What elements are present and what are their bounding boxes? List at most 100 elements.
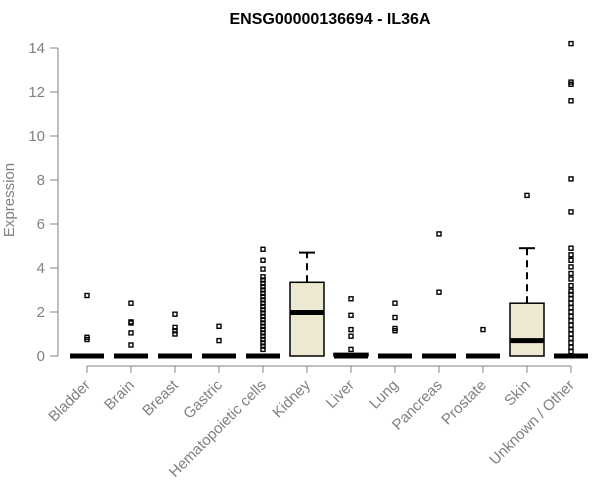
box-liver [333, 296, 369, 359]
outlier-point [348, 326, 354, 333]
box-bladder [70, 292, 104, 359]
box-median [378, 353, 412, 359]
outlier-point [172, 331, 178, 337]
outlier-point [568, 296, 574, 302]
outlier-point [392, 314, 398, 321]
x-tick-label: Prostate [438, 377, 490, 429]
y-tick-label: 8 [37, 172, 45, 189]
box-breast [158, 311, 192, 359]
y-tick-label: 10 [28, 128, 45, 145]
outlier-point [568, 276, 574, 282]
y-tick-label: 6 [37, 216, 45, 233]
outlier-point [172, 328, 178, 334]
outlier-point [568, 331, 574, 337]
box-median [114, 353, 148, 359]
outlier-point [568, 340, 574, 346]
outlier-point [568, 209, 574, 215]
outlier-point [568, 40, 574, 47]
y-tick-label: 0 [37, 348, 45, 365]
outlier-point [568, 257, 574, 263]
x-tick-label: Breast [139, 376, 182, 419]
box-gastric [202, 323, 236, 359]
outlier-point [568, 81, 574, 88]
outlier-point [128, 342, 134, 348]
outlier-point [392, 300, 398, 306]
outlier-point [260, 346, 266, 353]
outlier-point [568, 348, 574, 355]
outlier-point [568, 98, 574, 104]
outlier-point [568, 288, 574, 294]
x-tick-label: Lung [366, 377, 402, 413]
outlier-point [568, 304, 574, 311]
outlier-point [524, 192, 530, 199]
box-kidney [289, 251, 325, 357]
outlier-point [128, 320, 134, 326]
outlier-point [392, 328, 398, 334]
outlier-point [348, 296, 354, 302]
y-axis-label: Expression [1, 163, 18, 237]
y-tick-label: 4 [37, 260, 45, 277]
outlier-point [568, 344, 574, 350]
box-brain [114, 300, 148, 359]
box-median [246, 353, 280, 359]
box-median [554, 353, 588, 359]
outlier-point [568, 318, 574, 324]
outlier-point [568, 291, 574, 298]
y-axis: 0 2 4 6 8 10 12 14 [28, 40, 59, 365]
outlier-point [260, 277, 266, 283]
outlier-point [260, 336, 266, 343]
box-hematopoietic-cells [246, 246, 280, 359]
box-median [158, 353, 192, 359]
outlier-point [568, 300, 574, 306]
outlier-point [436, 289, 442, 295]
outlier-point [260, 317, 266, 323]
outlier-point [568, 270, 574, 277]
outlier-point [568, 326, 574, 333]
y-tick-label: 14 [28, 40, 45, 57]
outlier-point [128, 330, 134, 336]
outlier-point [216, 337, 222, 344]
outlier-point [568, 309, 574, 315]
outlier-point [568, 282, 574, 289]
x-tick-label: Kidney [269, 376, 314, 421]
outlier-point [436, 231, 442, 237]
outlier-point [260, 303, 266, 310]
outlier-point [568, 264, 574, 270]
outlier-point [260, 310, 266, 316]
outlier-point [348, 312, 354, 318]
outlier-point [260, 326, 266, 333]
box-median [70, 353, 104, 359]
y-tick-label: 2 [37, 304, 45, 321]
box-skin [509, 192, 545, 357]
outlier-point [260, 246, 266, 253]
outlier-point [348, 333, 354, 339]
box-series [70, 40, 588, 359]
box-unknown-other [554, 40, 588, 359]
x-tick-label: Liver [323, 377, 358, 412]
outlier-point [480, 326, 486, 333]
outlier-point [568, 245, 574, 251]
box-median [466, 353, 500, 359]
outlier-point [172, 311, 178, 317]
outlier-point [84, 292, 90, 299]
y-tick-label: 12 [28, 84, 45, 101]
outlier-point [568, 322, 574, 328]
x-tick-label: Brain [101, 377, 138, 414]
box-iqr [509, 302, 545, 357]
outlier-point [216, 323, 222, 329]
box-lung [378, 300, 412, 359]
outlier-point [260, 320, 266, 326]
outlier-point [568, 313, 574, 320]
outlier-point [260, 333, 266, 339]
chart-title: ENSG00000136694 - IL36A [229, 11, 430, 28]
outlier-point [260, 293, 266, 300]
outlier-point [84, 336, 90, 343]
x-tick-label: Skin [501, 377, 534, 410]
box-iqr [289, 281, 325, 357]
outlier-point [568, 335, 574, 342]
outlier-point [260, 300, 266, 306]
outlier-point [260, 343, 266, 349]
outlier-point [348, 346, 354, 353]
